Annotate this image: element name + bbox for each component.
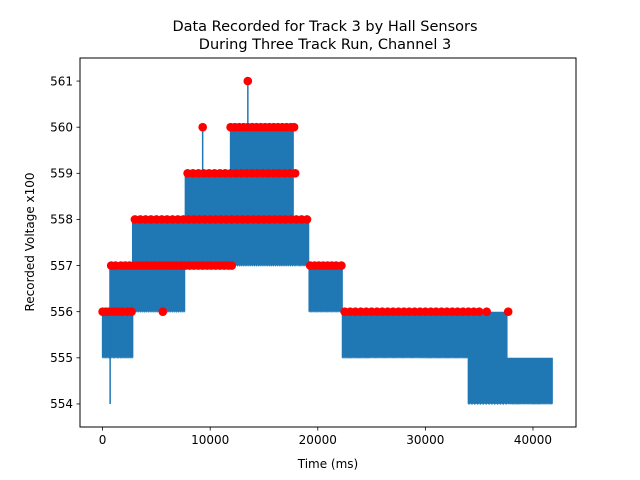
x-tick-label: 10000 — [191, 433, 229, 447]
series-line-segment — [467, 311, 508, 405]
y-tick-label: 560 — [50, 120, 73, 134]
y-tick-label: 556 — [50, 305, 73, 319]
peak-marker — [290, 169, 300, 178]
x-tick-label: 40000 — [514, 433, 552, 447]
series-line-segment — [507, 357, 553, 405]
peak-marker — [127, 307, 136, 317]
x-axis-ticks: 0 10000 20000 30000 40000 — [99, 427, 552, 447]
chart-title-line1: Data Recorded for Track 3 by Hall Sensor… — [172, 19, 477, 35]
chart-title-line2: During Three Track Run, Channel 3 — [199, 37, 451, 53]
y-axis-ticks: 554 555 556 557 558 559 560 561 — [50, 74, 80, 411]
peak-marker — [243, 76, 253, 86]
peak-marker — [503, 307, 513, 317]
y-tick-label: 557 — [50, 259, 73, 273]
x-tick-label: 30000 — [406, 433, 444, 447]
peak-marker — [482, 307, 492, 317]
series-line-segment — [341, 311, 469, 359]
peak-marker — [302, 215, 312, 224]
y-tick-label: 561 — [50, 74, 73, 88]
series-line-segment — [293, 219, 310, 267]
series-line-segment — [308, 265, 343, 313]
peak-marker — [158, 307, 168, 317]
x-tick-label: 20000 — [299, 433, 337, 447]
y-axis-label: Recorded Voltage x100 — [23, 172, 37, 311]
peak-marker — [474, 307, 484, 317]
series-markers — [98, 76, 513, 317]
series-line-segment — [229, 127, 294, 267]
peak-marker — [227, 261, 236, 270]
series-line-segment — [101, 311, 111, 359]
peak-marker — [337, 261, 346, 270]
peak-marker — [198, 122, 207, 132]
y-tick-label: 555 — [50, 351, 73, 365]
plot-frame — [79, 57, 577, 428]
x-axis-label: Time (ms) — [297, 457, 359, 471]
peak-marker — [289, 122, 299, 132]
y-tick-label: 554 — [50, 397, 73, 411]
x-tick-label: 0 — [99, 433, 107, 447]
y-tick-label: 559 — [50, 167, 73, 181]
y-tick-label: 558 — [50, 213, 73, 227]
